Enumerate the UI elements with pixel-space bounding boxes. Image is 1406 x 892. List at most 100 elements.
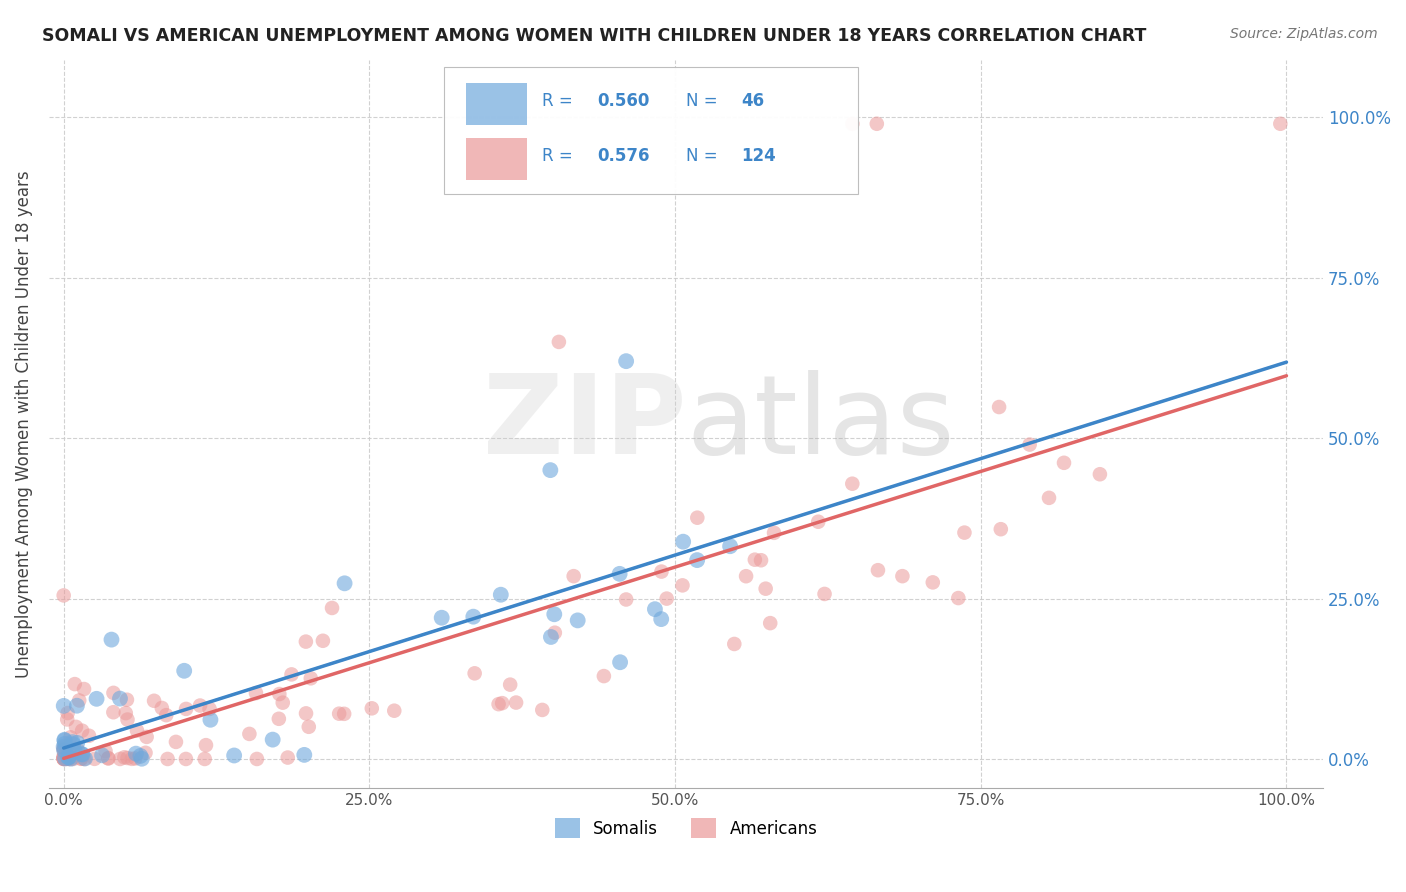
Point [77, 729, 100, 743]
Text: N =: N = [686, 147, 723, 165]
Point [58, 747, 80, 761]
Point [269, 687, 291, 701]
Point [55, 752, 77, 766]
Point [430, 611, 453, 625]
Point [544, 625, 567, 640]
Point [52, 742, 75, 756]
Point [70, 751, 93, 765]
Point [52, 752, 75, 766]
Point [52, 752, 75, 766]
Point [200, 713, 222, 727]
Point [382, 704, 405, 718]
Text: SOMALI VS AMERICAN UNEMPLOYMENT AMONG WOMEN WITH CHILDREN UNDER 18 YEARS CORRELA: SOMALI VS AMERICAN UNEMPLOYMENT AMONG WO… [42, 27, 1146, 45]
Point [56, 713, 79, 727]
Point [55, 752, 77, 766]
Point [129, 748, 152, 763]
Point [143, 694, 166, 708]
Point [66, 698, 89, 713]
Point [86, 691, 108, 706]
Point [299, 671, 322, 685]
Point [53, 743, 76, 757]
Point [614, 354, 637, 368]
Bar [465, 137, 527, 180]
Legend: Somalis, Americans: Somalis, Americans [548, 812, 824, 845]
Point [650, 612, 672, 626]
Point [117, 751, 139, 765]
Point [759, 616, 782, 631]
Point [52, 588, 75, 602]
Point [67, 693, 90, 707]
Point [463, 609, 485, 624]
Point [56, 750, 79, 764]
Point [543, 607, 565, 622]
Point [55, 750, 77, 764]
Point [686, 553, 709, 567]
Point [53, 750, 76, 764]
Point [56, 745, 79, 759]
Point [723, 637, 745, 651]
Point [198, 702, 221, 716]
Point [52, 752, 75, 766]
Point [1053, 456, 1076, 470]
Point [277, 750, 299, 764]
Point [53, 752, 76, 766]
Point [72, 747, 94, 762]
Point [53, 732, 76, 747]
Point [53, 750, 76, 764]
Bar [465, 83, 527, 125]
Point [295, 706, 318, 721]
Point [63, 677, 86, 691]
Point [333, 576, 356, 591]
Point [538, 463, 561, 477]
Point [125, 723, 148, 738]
Point [53, 751, 76, 765]
Point [188, 698, 211, 713]
Point [194, 738, 217, 752]
Point [58, 750, 80, 764]
Point [100, 632, 122, 647]
Point [53, 743, 76, 757]
Point [55, 751, 77, 765]
Point [866, 117, 889, 131]
Point [562, 569, 585, 583]
Text: R =: R = [543, 147, 578, 165]
Point [165, 735, 187, 749]
Point [58, 750, 80, 764]
Point [134, 746, 156, 760]
Point [52, 739, 75, 754]
Text: 0.576: 0.576 [598, 147, 650, 165]
Point [953, 525, 976, 540]
Point [174, 702, 197, 716]
Text: 46: 46 [741, 92, 763, 110]
Y-axis label: Unemployment Among Women with Children Under 18 years: Unemployment Among Women with Children U… [15, 169, 32, 678]
Point [807, 515, 830, 529]
Point [194, 752, 217, 766]
Point [755, 582, 778, 596]
Point [62, 737, 84, 751]
Point [94, 744, 117, 758]
Point [124, 751, 146, 765]
Point [1018, 437, 1040, 451]
Point [672, 534, 695, 549]
Point [267, 712, 290, 726]
Point [921, 575, 943, 590]
Point [866, 563, 889, 577]
Point [70, 723, 93, 738]
Point [245, 686, 267, 700]
Point [292, 747, 315, 762]
Point [70, 747, 93, 761]
Point [990, 522, 1012, 536]
Point [238, 727, 260, 741]
Point [224, 748, 246, 763]
Point [614, 592, 637, 607]
Point [52, 740, 75, 755]
Point [1270, 117, 1292, 131]
Point [499, 678, 522, 692]
Text: 0.560: 0.560 [598, 92, 650, 110]
Point [97, 751, 120, 765]
Point [312, 633, 335, 648]
Point [671, 578, 693, 592]
Text: ZIP: ZIP [482, 370, 686, 477]
Point [505, 696, 527, 710]
Point [567, 614, 589, 628]
